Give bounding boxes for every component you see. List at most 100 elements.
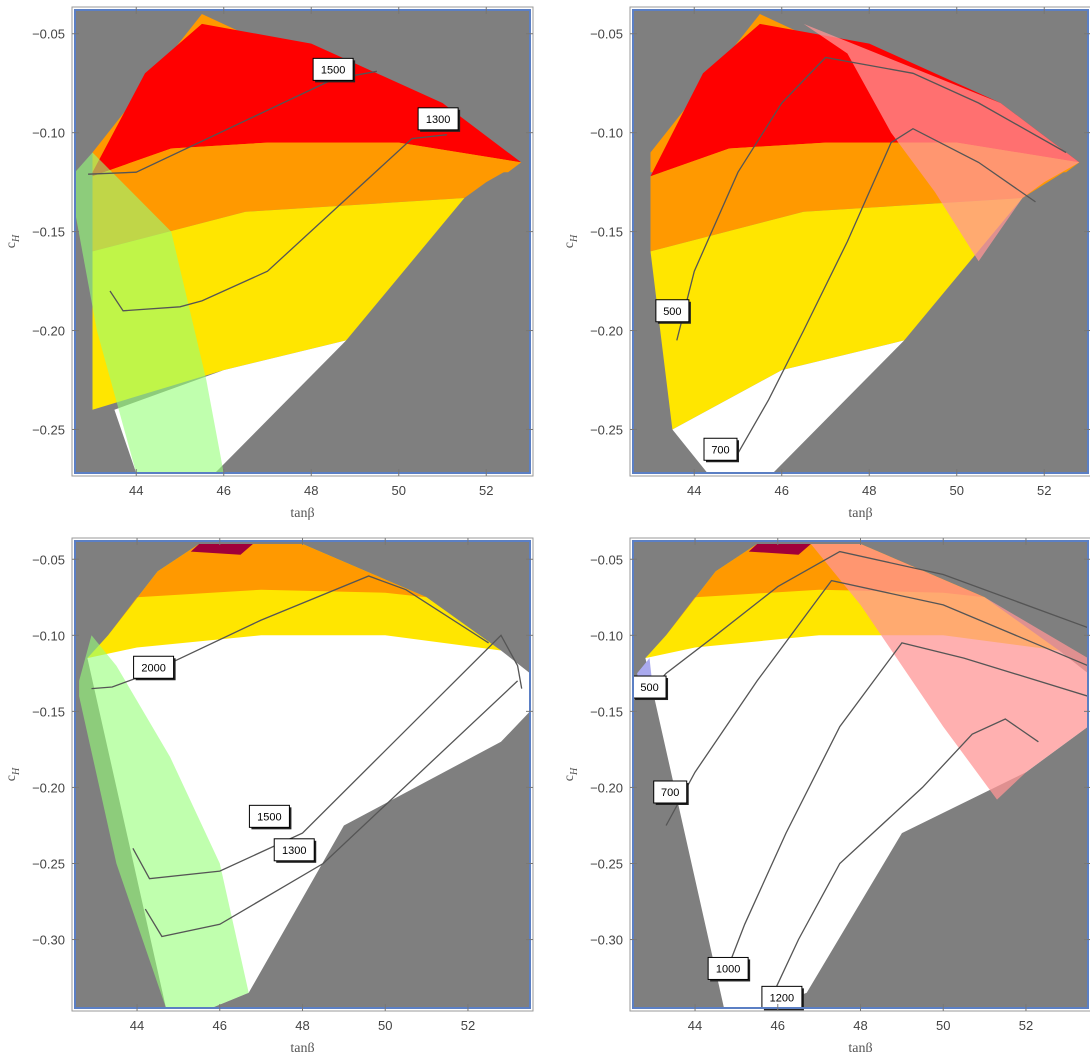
y-tick-label: −0.05 <box>32 27 65 42</box>
y-tick-label: −0.10 <box>590 628 623 643</box>
contour-label-text: 2000 <box>141 662 165 674</box>
y-tick-label: −0.10 <box>32 628 65 643</box>
x-tick-label: 48 <box>304 483 318 498</box>
region-yellow <box>650 198 1023 430</box>
contour-line <box>132 634 523 880</box>
x-tick-label: 46 <box>213 1018 227 1033</box>
x-tick-label: 46 <box>775 483 789 498</box>
region-orange <box>108 544 427 636</box>
x-axis-label: tanβ <box>290 1041 314 1052</box>
y-tick-label: −0.25 <box>32 856 65 871</box>
contour-label-box <box>703 437 738 461</box>
plot-frame <box>74 9 531 474</box>
y-tick-label: −0.20 <box>32 780 65 795</box>
axes-box <box>71 6 534 477</box>
contour-label-text: 1500 <box>321 64 345 76</box>
x-tick-label: 44 <box>687 483 701 498</box>
x-tick-label: 44 <box>130 1018 144 1033</box>
y-tick-label: −0.30 <box>590 933 623 948</box>
contour-line <box>109 134 447 312</box>
x-tick-label: 52 <box>1019 1018 1033 1033</box>
x-tick-label: 46 <box>217 483 231 498</box>
contour-label-box <box>655 299 690 323</box>
y-tick-label: −0.20 <box>590 324 623 339</box>
y-tick-label: −0.05 <box>32 552 65 567</box>
x-axis-label: tanβ <box>848 1041 872 1052</box>
chart-panel-1: 1500 1300 44 46 48 50 52 −0.05 −0.10 −0.15 −0.20 −0… <box>4 6 534 521</box>
y-tick-label: −0.25 <box>32 422 65 437</box>
chart-panel-2: 500 700 44 46 48 50 52 −0.05 −0.10 −0.15 −0.20 −0.2… <box>562 6 1090 521</box>
contour-label: 1300 <box>273 838 317 863</box>
plot-frame <box>632 9 1089 474</box>
contour-line <box>737 127 1036 454</box>
plot-area <box>75 14 522 473</box>
x-tick-label: 50 <box>392 483 406 498</box>
y-tick-label: −0.05 <box>590 27 623 42</box>
region-dark_red <box>748 544 811 555</box>
region-green_overlay <box>79 635 249 1008</box>
plot-area <box>650 14 1080 473</box>
plot-area <box>79 544 530 1008</box>
y-tick-label: −0.20 <box>590 780 623 795</box>
x-tick-label: 50 <box>378 1018 392 1033</box>
contour-label-box <box>248 804 290 828</box>
contour-label: 1500 <box>312 57 356 83</box>
contour-label: 2000 <box>133 655 176 681</box>
contour-label-box <box>707 956 749 980</box>
contour-line <box>644 550 1088 697</box>
x-tick-label: 50 <box>950 483 964 498</box>
x-tick-label: 52 <box>461 1018 475 1033</box>
contour-label-text: 1200 <box>770 992 794 1004</box>
contour-label: 1000 <box>707 956 751 982</box>
contour-label-text: 1300 <box>426 114 450 126</box>
contour-label-box <box>273 838 315 862</box>
y-axis-label: cH <box>562 234 580 248</box>
y-tick-label: −0.25 <box>590 856 623 871</box>
y-tick-label: −0.25 <box>590 422 623 437</box>
contour-label: 500 <box>632 675 669 701</box>
x-tick-label: 52 <box>1037 483 1051 498</box>
x-tick-label: 48 <box>853 1018 867 1033</box>
x-tick-label: 52 <box>479 483 493 498</box>
region-pink_overlay <box>810 544 1088 800</box>
x-tick-label: 48 <box>862 483 876 498</box>
region-orange <box>92 142 522 252</box>
y-tick-label: −0.15 <box>590 704 623 719</box>
contour-label: 700 <box>653 780 689 805</box>
axes-box <box>629 6 1090 477</box>
contour-line <box>723 642 1088 978</box>
x-tick-label: 50 <box>936 1018 950 1033</box>
y-tick-label: −0.10 <box>590 126 623 141</box>
contour-label: 1500 <box>248 804 292 830</box>
contour-label-text: 1500 <box>257 811 281 823</box>
y-tick-label: −0.05 <box>590 552 623 567</box>
y-axis-label: cH <box>562 767 580 781</box>
x-tick-label: 44 <box>688 1018 702 1033</box>
region-green_overlay <box>75 152 224 473</box>
y-tick-label: −0.15 <box>32 225 65 240</box>
y-tick-label: −0.15 <box>32 704 65 719</box>
contour-label-text: 700 <box>711 444 729 456</box>
plot-area <box>637 544 1088 1008</box>
contour-label-box <box>653 780 688 804</box>
contour-label-text: 1300 <box>282 845 306 857</box>
contour-line <box>773 718 1039 994</box>
y-tick-label: −0.15 <box>590 225 623 240</box>
chart-panel-4: 500 700 1000 1200 44 46 48 50 52 −0.05 −0.10 −0.15 −… <box>562 537 1090 1052</box>
contour-label: 1300 <box>417 107 461 132</box>
x-tick-label: 46 <box>771 1018 785 1033</box>
contour-label-box <box>312 57 354 81</box>
y-tick-label: −0.30 <box>32 933 65 948</box>
x-axis-label: tanβ <box>290 506 314 521</box>
contour-label: 500 <box>655 299 691 324</box>
contour-line <box>91 575 489 690</box>
contour-label-text: 500 <box>663 306 681 318</box>
contour-label-text: 1000 <box>716 963 740 975</box>
contour-label: 700 <box>703 437 739 463</box>
x-tick-label: 48 <box>295 1018 309 1033</box>
contour-line <box>144 680 519 938</box>
y-axis-label: cH <box>4 767 22 781</box>
y-axis-label: cH <box>4 234 22 248</box>
contour-label-box <box>133 655 175 679</box>
